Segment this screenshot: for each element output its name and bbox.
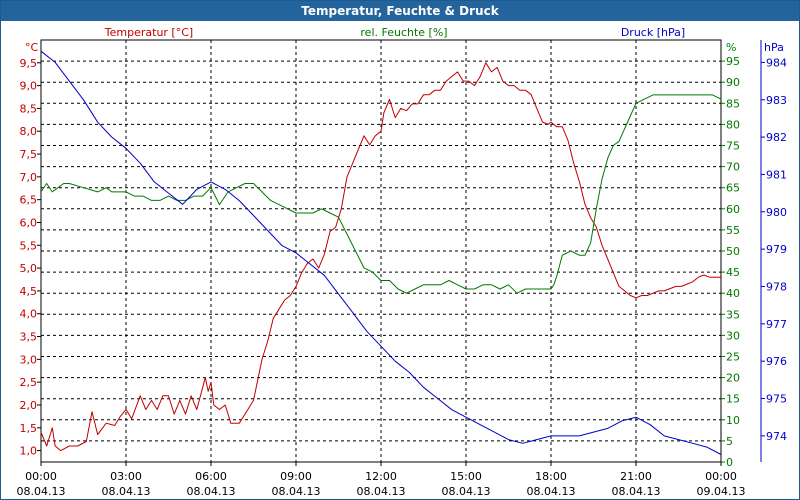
humidity-tick-label-1: 5 <box>726 435 733 448</box>
temp-tick-label-11: 6,5 <box>20 194 38 207</box>
humidity-tick-label-7: 35 <box>726 308 740 321</box>
x-tick-date-5: 08.04.13 <box>442 485 491 498</box>
pressure-series-line <box>40 50 722 455</box>
humidity-tick-label-14: 70 <box>726 161 740 174</box>
x-tick-date-4: 08.04.13 <box>357 485 406 498</box>
humidity-tick-label-15: 75 <box>726 140 740 153</box>
x-tick-date-1: 08.04.13 <box>102 485 151 498</box>
pressure-tick-label-8: 982 <box>766 131 787 144</box>
x-tick-date-7: 08.04.13 <box>612 485 661 498</box>
temp-tick-label-9: 5,5 <box>20 239 38 252</box>
humidity-tick-label-19: 95 <box>726 55 740 68</box>
x-tick-time-3: 09:00 <box>280 470 312 483</box>
pressure-tick-label-10: 984 <box>766 56 787 69</box>
temp-tick-label-7: 4,5 <box>20 285 38 298</box>
x-tick-time-6: 18:00 <box>535 470 567 483</box>
x-tick-time-8: 00:00 <box>705 470 737 483</box>
x-tick-time-7: 21:00 <box>620 470 652 483</box>
humidity-series-line <box>40 94 722 294</box>
humidity-tick-label-17: 85 <box>726 97 740 110</box>
legend-pressure: Druck [hPa] <box>621 26 685 39</box>
x-tick-date-3: 08.04.13 <box>272 485 321 498</box>
temp-tick-label-13: 7,5 <box>20 148 38 161</box>
x-tick-time-5: 15:00 <box>450 470 482 483</box>
humidity-tick-label-5: 25 <box>726 351 740 364</box>
temp-tick-label-14: 8,0 <box>20 125 38 138</box>
humidity-tick-label-3: 15 <box>726 393 740 406</box>
humidity-tick-label-4: 20 <box>726 372 740 385</box>
temp-tick-label-4: 3,0 <box>20 353 38 366</box>
legend-temperature: Temperatur [°C] <box>104 26 193 39</box>
pressure-tick-label-6: 980 <box>766 206 787 219</box>
pressure-tick-label-1: 975 <box>766 393 787 406</box>
x-tick-time-4: 12:00 <box>365 470 397 483</box>
temp-tick-label-10: 6,0 <box>20 216 38 229</box>
temp-tick-label-17: 9,5 <box>20 57 38 70</box>
legend-humidity: rel. Feuchte [%] <box>360 26 447 39</box>
x-tick-date-2: 08.04.13 <box>187 485 236 498</box>
temp-tick-label-12: 7,0 <box>20 171 38 184</box>
humidity-axis-unit: % <box>726 41 736 54</box>
pressure-tick-label-7: 981 <box>766 168 787 181</box>
temp-tick-label-5: 3,5 <box>20 331 38 344</box>
pressure-axis-unit: hPa <box>764 41 784 54</box>
humidity-tick-label-16: 80 <box>726 118 740 131</box>
x-tick-date-8: 09.04.13 <box>697 485 746 498</box>
humidity-tick-label-12: 60 <box>726 203 740 216</box>
pressure-tick-label-5: 979 <box>766 243 787 256</box>
x-tick-time-0: 00:00 <box>25 470 57 483</box>
temp-tick-label-0: 1,0 <box>20 445 38 458</box>
temp-tick-label-15: 8,5 <box>20 102 38 115</box>
humidity-tick-label-8: 40 <box>726 287 740 300</box>
temp-tick-label-6: 4,0 <box>20 308 38 321</box>
x-tick-date-0: 08.04.13 <box>17 485 66 498</box>
x-tick-time-2: 06:00 <box>195 470 227 483</box>
humidity-tick-label-13: 65 <box>726 182 740 195</box>
pressure-tick-label-0: 974 <box>766 430 787 443</box>
temp-tick-label-8: 5,0 <box>20 262 38 275</box>
temp-tick-label-1: 1,5 <box>20 422 38 435</box>
humidity-tick-label-11: 55 <box>726 224 740 237</box>
temperature-series-line <box>40 62 721 452</box>
temp-tick-label-3: 2,5 <box>20 376 38 389</box>
pressure-tick-label-9: 983 <box>766 94 787 107</box>
humidity-tick-label-2: 10 <box>726 414 740 427</box>
window-title: Temperatur, Feuchte & Druck <box>1 1 799 21</box>
temp-tick-label-16: 9,0 <box>20 80 38 93</box>
pressure-tick-label-3: 977 <box>766 318 787 331</box>
pressure-tick-label-4: 978 <box>766 280 787 293</box>
x-tick-time-1: 03:00 <box>110 470 142 483</box>
x-tick-date-6: 08.04.13 <box>527 485 576 498</box>
humidity-tick-label-18: 90 <box>726 76 740 89</box>
humidity-tick-label-9: 45 <box>726 266 740 279</box>
humidity-tick-label-0: 0 <box>726 456 733 469</box>
temp-tick-label-2: 2,0 <box>20 399 38 412</box>
pressure-tick-label-2: 976 <box>766 355 787 368</box>
temp-axis-unit: °C <box>25 41 39 54</box>
humidity-tick-label-10: 50 <box>726 245 740 258</box>
humidity-tick-label-6: 30 <box>726 329 740 342</box>
